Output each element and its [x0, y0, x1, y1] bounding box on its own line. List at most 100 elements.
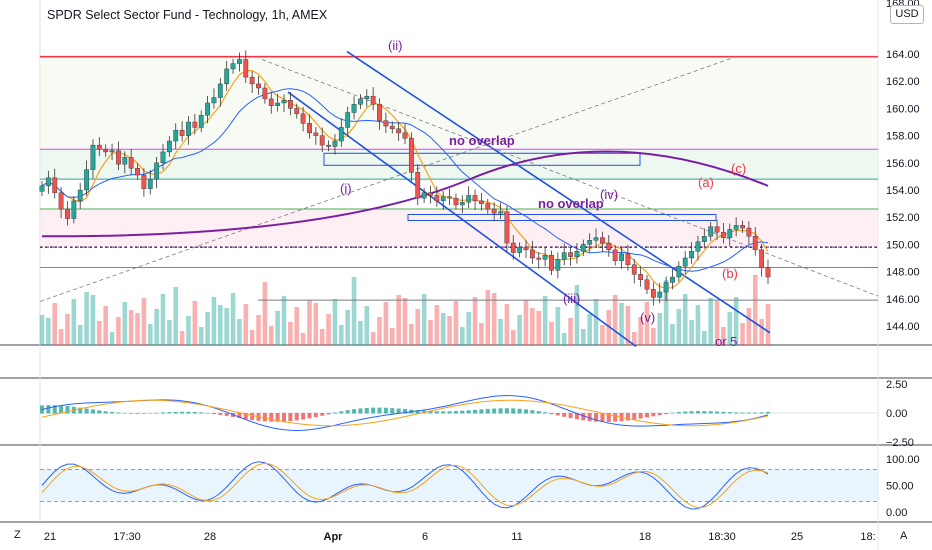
macd-histogram-bar — [740, 412, 745, 414]
volume-bar — [192, 301, 198, 345]
candle-body — [77, 189, 83, 202]
volume-bar — [128, 310, 134, 345]
macd-histogram-bar — [466, 410, 471, 414]
volume-bar — [39, 315, 45, 345]
time-tick-label: 25 — [791, 531, 803, 543]
volume-bar — [542, 296, 548, 345]
macd-histogram-bar — [613, 413, 618, 422]
volume-bar — [294, 307, 300, 345]
macd-histogram-bar — [339, 411, 344, 414]
price-tick-label: 160.00 — [886, 103, 920, 115]
candle-body — [39, 185, 45, 192]
volume-bar — [733, 297, 739, 345]
macd-histogram-bar — [460, 410, 465, 414]
volume-bar — [428, 320, 433, 345]
candle-body — [345, 112, 351, 128]
volume-bar — [103, 306, 108, 345]
volume-bar — [421, 294, 427, 345]
macd-histogram-bar — [759, 412, 764, 414]
macd-panel — [40, 394, 878, 432]
candle-body — [676, 265, 682, 278]
macd-histogram-bar — [683, 411, 688, 414]
macd-histogram-bar — [167, 412, 172, 414]
candle-body — [370, 95, 376, 105]
candle-body — [555, 259, 561, 271]
volume-bar — [447, 316, 452, 345]
macd-histogram-bar — [199, 412, 204, 414]
macd-histogram-bar — [651, 413, 656, 417]
timezone-button[interactable]: Z — [14, 529, 21, 541]
candle-body — [504, 211, 510, 244]
volume-bar — [364, 306, 370, 345]
macd-histogram-bar — [708, 411, 713, 414]
macd-histogram-bar — [403, 409, 407, 414]
price-tick-label: 152.00 — [886, 212, 920, 224]
volume-bar — [549, 322, 554, 345]
candle-body — [217, 83, 223, 98]
volume-bar — [351, 277, 357, 345]
candle-body — [96, 144, 102, 150]
macd-histogram-bar — [377, 407, 382, 414]
macd-histogram-bar — [721, 411, 726, 414]
volume-bar — [740, 323, 745, 345]
time-tick-label: 18: — [860, 531, 875, 543]
macd-histogram-bar — [154, 412, 159, 414]
volume-bar — [249, 330, 255, 345]
macd-histogram-bar — [237, 413, 242, 419]
macd-histogram-bar — [568, 413, 573, 419]
volume-bar — [141, 298, 147, 345]
trendlines — [39, 50, 879, 348]
volume-bar — [612, 295, 618, 345]
macd-histogram-bar — [715, 411, 720, 414]
dashed-rising — [39, 56, 737, 302]
volume-bar — [97, 321, 102, 345]
candle-body — [332, 140, 338, 147]
volume-bar — [205, 312, 210, 345]
time-tick-label: 18 — [639, 531, 651, 543]
macd-histogram-bar — [46, 405, 51, 414]
macd-histogram-bar — [186, 411, 191, 414]
macd-histogram-bar — [313, 413, 318, 418]
volume-bar — [268, 326, 274, 345]
macd-histogram-bar — [52, 405, 57, 414]
candle-body — [166, 140, 172, 153]
macd-histogram-bar — [625, 413, 630, 421]
price-tick-label: 164.00 — [886, 49, 920, 61]
candle-body — [529, 249, 535, 259]
macd-histogram-bar — [504, 408, 509, 414]
auto-scale-button[interactable]: A — [900, 530, 908, 542]
volume-bar — [90, 295, 96, 345]
candle-body — [408, 138, 414, 173]
candle-body — [600, 237, 605, 244]
volume-bar — [460, 327, 465, 345]
candle-body — [402, 132, 408, 139]
macd-histogram-bar — [307, 413, 312, 419]
candle-body — [84, 169, 89, 191]
candle-body — [287, 100, 293, 109]
price-axes: 144.00 146.00 148.00 150.00 152.00 154.00 156.… — [886, 0, 920, 519]
candle-body — [319, 135, 325, 146]
volume-bar — [237, 319, 242, 345]
candle-body — [428, 192, 433, 196]
macd-histogram-bar — [689, 411, 694, 414]
price-tick-label: 158.00 — [886, 131, 920, 143]
currency-button[interactable]: USD — [890, 5, 924, 24]
macd-histogram-bar — [664, 413, 669, 415]
price-tick-label: 146.00 — [886, 294, 920, 306]
volume-bar — [396, 295, 401, 345]
candle-body — [657, 291, 663, 298]
price-tick-label: 162.00 — [886, 76, 920, 88]
candle-body — [759, 249, 765, 268]
macd-histogram-bar — [632, 413, 637, 420]
dashed-falling — [261, 59, 879, 297]
candle-body — [434, 195, 440, 202]
macd-histogram-bar — [180, 411, 185, 414]
volume-bar — [46, 318, 51, 345]
candle-body — [364, 95, 370, 100]
volume-bar — [256, 315, 261, 345]
volume-bar — [453, 301, 459, 345]
macd-histogram-bar — [447, 411, 452, 414]
candle-body — [580, 244, 586, 252]
